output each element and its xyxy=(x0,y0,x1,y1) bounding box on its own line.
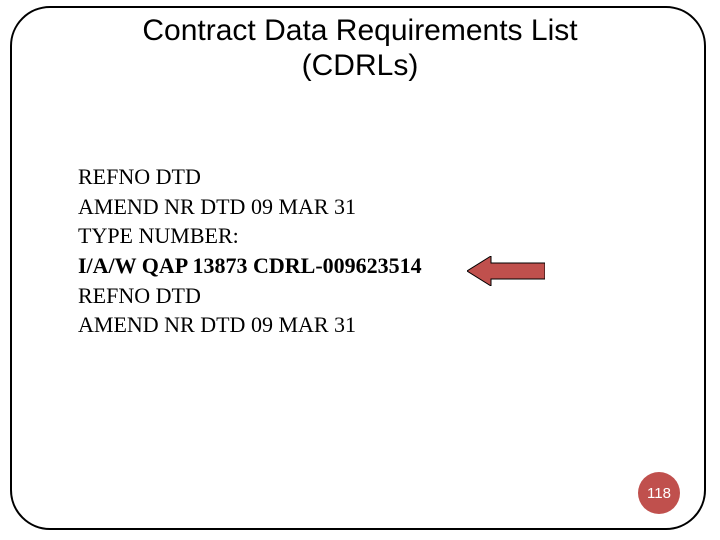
left-arrow-icon xyxy=(467,256,545,286)
page-number: 118 xyxy=(647,485,671,502)
title-line-1: Contract Data Requirements List xyxy=(0,14,720,49)
slide-title: Contract Data Requirements List (CDRLs) xyxy=(0,14,720,83)
content-line: REFNO DTD xyxy=(78,162,422,192)
title-line-2: (CDRLs) xyxy=(0,49,720,84)
arrow-shape xyxy=(467,256,545,286)
content-line: TYPE NUMBER: xyxy=(78,221,422,251)
page-number-badge: 118 xyxy=(638,472,680,514)
content-line: REFNO DTD xyxy=(78,281,422,311)
content-line: AMEND NR DTD 09 MAR 31 xyxy=(78,310,422,340)
content-block: REFNO DTD AMEND NR DTD 09 MAR 31 TYPE NU… xyxy=(78,162,422,340)
content-line: AMEND NR DTD 09 MAR 31 xyxy=(78,192,422,222)
content-line-highlight: I/A/W QAP 13873 CDRL-009623514 xyxy=(78,251,422,281)
